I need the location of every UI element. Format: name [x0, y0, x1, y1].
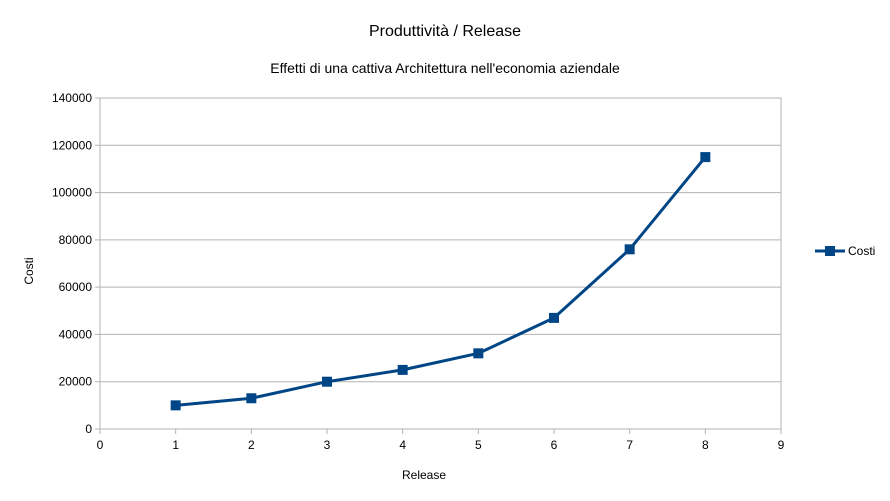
- data-point-costi: [700, 152, 711, 163]
- y-axis-ticks: 0 20000 40000 60000 80000 100000 120000 140000: [52, 91, 100, 436]
- y-tick-label: 20000: [59, 375, 93, 389]
- data-point-costi: [624, 244, 635, 255]
- chart-subtitle: Effetti di una cattiva Architettura nell…: [270, 60, 620, 76]
- y-tick-label: 0: [85, 422, 92, 436]
- grid-lines: [100, 97, 781, 430]
- x-tick-label: 8: [702, 438, 709, 452]
- x-tick-label: 1: [172, 438, 179, 452]
- x-axis-title: Release: [402, 468, 446, 482]
- data-point-costi: [549, 312, 559, 323]
- plot-frame: [99, 97, 782, 430]
- legend-marker: [825, 246, 835, 256]
- series-costi: [170, 152, 711, 411]
- chart-title: Produttività / Release: [369, 23, 521, 40]
- x-tick-label: 7: [626, 438, 633, 452]
- y-tick-label: 100000: [52, 186, 92, 200]
- data-point-costi: [170, 400, 181, 411]
- data-point-costi: [397, 364, 408, 375]
- x-tick-label: 4: [399, 438, 406, 452]
- data-point-costi: [246, 393, 257, 404]
- x-tick-label: 2: [248, 438, 255, 452]
- y-axis-title: Costi: [22, 257, 36, 284]
- y-tick-label: 40000: [59, 327, 93, 341]
- data-point-costi: [322, 376, 332, 387]
- x-tick-label: 3: [324, 438, 331, 452]
- y-tick-label: 120000: [52, 138, 92, 152]
- x-axis-ticks: 0 1 2 3 4 5 6 7 8 9: [97, 429, 785, 452]
- x-tick-label: 5: [475, 438, 482, 452]
- x-tick-label: 9: [778, 438, 785, 452]
- x-tick-label: 0: [97, 438, 104, 452]
- x-tick-label: 6: [551, 438, 558, 452]
- y-tick-label: 60000: [59, 280, 93, 294]
- series-line-costi: [175, 156, 707, 407]
- legend-label-costi: Costi: [848, 244, 875, 258]
- y-tick-label: 80000: [59, 233, 93, 247]
- data-point-costi: [473, 348, 484, 359]
- y-tick-label: 140000: [52, 91, 92, 105]
- legend: Costi: [815, 244, 875, 258]
